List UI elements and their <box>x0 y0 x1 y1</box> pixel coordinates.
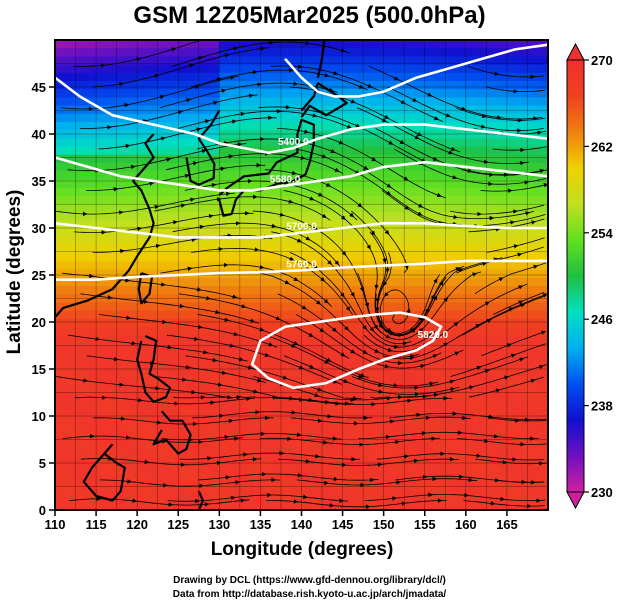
y-tick-label: 10 <box>32 409 46 424</box>
x-tick-label: 135 <box>250 517 272 532</box>
contour-line <box>284 43 548 98</box>
colorbar-label: 230 <box>591 485 613 500</box>
y-tick-label: 45 <box>32 80 46 95</box>
colorbar-label: 262 <box>591 139 613 154</box>
height-contours: 5400.0 5580.0 5700.0 5760.0 5820.0 <box>55 43 548 390</box>
colorbar-max-arrow <box>566 42 585 61</box>
colorbar-label: 246 <box>591 312 613 327</box>
contour-line <box>55 222 548 239</box>
colorbar-label: 238 <box>591 399 613 414</box>
grid-lines <box>54 39 549 511</box>
x-tick-label: 140 <box>291 517 313 532</box>
contour-label: 5760.0 <box>286 259 317 270</box>
contour-line <box>55 156 548 192</box>
x-tick-label: 155 <box>414 517 436 532</box>
contour-line <box>55 76 548 155</box>
contour-line <box>55 259 548 281</box>
x-axis-title: Longitude (degrees) <box>211 539 394 560</box>
contour-label: 5700.0 <box>286 222 317 233</box>
x-tick-label: 150 <box>373 517 395 532</box>
y-axis-title: Latitude (degrees) <box>4 190 25 355</box>
colorbar-scale <box>566 59 585 493</box>
contour-label: 5820.0 <box>418 330 449 341</box>
x-tick-label: 110 <box>45 517 66 532</box>
colorbar-min-arrow <box>566 491 585 510</box>
plot-title: GSM 12Z05Mar2025 (500.0hPa) <box>133 2 486 29</box>
y-tick-label: 0 <box>39 503 46 518</box>
colorbar: 230 238 246 254 262 270 <box>566 42 613 510</box>
y-tick-label: 30 <box>32 221 46 236</box>
x-tick-label: 115 <box>86 517 107 532</box>
y-tick-label: 20 <box>32 315 46 330</box>
colorbar-label: 254 <box>591 226 613 241</box>
y-tick-label: 25 <box>32 268 46 283</box>
contour-label: 5400.0 <box>278 137 309 148</box>
y-axis-ticks: 0 5 10 15 20 25 30 35 40 45 <box>32 80 55 518</box>
contour-line <box>250 311 443 390</box>
x-tick-label: 125 <box>167 517 189 532</box>
colorbar-label: 270 <box>591 53 613 68</box>
y-tick-label: 35 <box>32 174 46 189</box>
y-tick-label: 15 <box>32 362 46 377</box>
x-axis-ticks: 110 115 120 125 130 135 140 145 150 155 160 165 <box>45 510 518 532</box>
credit-data-source: Data from http://database.rish.kyoto-u.a… <box>172 589 447 600</box>
x-tick-label: 160 <box>455 517 477 532</box>
credit-drawing: Drawing by DCL (https://www.gfd-dennou.o… <box>173 575 446 586</box>
y-tick-label: 5 <box>39 456 46 471</box>
contour-label: 5580.0 <box>270 175 301 186</box>
x-tick-label: 165 <box>496 517 518 532</box>
x-tick-label: 120 <box>126 517 148 532</box>
x-tick-label: 145 <box>332 517 354 532</box>
y-tick-label: 40 <box>32 127 46 142</box>
x-tick-label: 130 <box>208 517 230 532</box>
